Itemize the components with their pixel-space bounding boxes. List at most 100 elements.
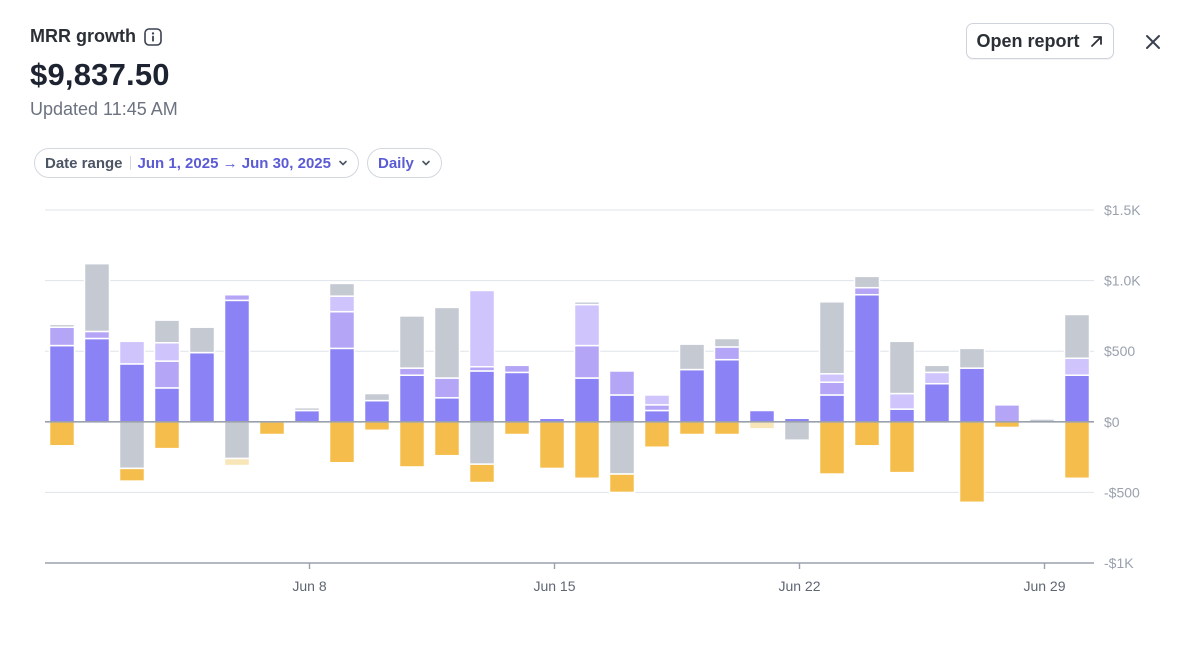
bar-segment-other — [818, 301, 846, 375]
bar-segment-reactivation — [1063, 357, 1091, 376]
interval-filter[interactable]: Daily — [366, 148, 442, 178]
bar-segment-reactivation — [328, 295, 356, 313]
bar-segment-new — [153, 387, 181, 423]
bar-segment-new — [923, 382, 951, 423]
bar-segment-churn — [153, 421, 181, 450]
close-button[interactable] — [1140, 29, 1166, 55]
bar-segment-churn — [1063, 421, 1091, 480]
bar-segment-expansion — [853, 286, 881, 296]
bar-segment-churn — [993, 421, 1021, 429]
y-tick-label: -$500 — [1104, 484, 1140, 500]
bar-segment-new — [328, 347, 356, 423]
bar-segment-expansion — [643, 404, 671, 412]
bar-segment-new — [678, 368, 706, 423]
bar-segment-new — [713, 358, 741, 423]
bar-segment-churn — [818, 421, 846, 475]
bar-segment-churn — [853, 421, 881, 447]
close-icon — [1146, 35, 1160, 49]
bar-segment-contraction — [223, 457, 251, 467]
bar-segment-expansion — [608, 370, 636, 396]
bar-segment-new — [608, 394, 636, 423]
bar-segment-new — [293, 409, 321, 423]
open-report-button[interactable]: Open report — [966, 23, 1114, 59]
bar-segment-reactivation — [573, 303, 601, 347]
chart-title: MRR growth — [30, 26, 136, 46]
mrr-bar-chart: $1.5K $1.0K $500 $0 -$500 -$1K Jun 8 Jun 15 Jun … — [45, 202, 1141, 594]
bar-segment-expansion — [993, 404, 1021, 423]
chevron-down-icon — [422, 160, 430, 166]
bar-segment-expansion — [223, 293, 251, 302]
bar-segment-other — [188, 326, 216, 354]
bar-segment-new — [83, 337, 111, 423]
bar-segment-new — [223, 299, 251, 423]
bar-segment-expansion — [818, 381, 846, 396]
filter-bar: Date range Jun 1, 2025 → Jun 30, 2025 Da… — [34, 148, 442, 178]
info-icon[interactable] — [144, 27, 162, 46]
bar-segment-new — [1063, 374, 1091, 423]
y-tick-label: $0 — [1104, 414, 1120, 430]
bar-segment-expansion — [573, 344, 601, 379]
updated-timestamp: Updated 11:45 AM — [30, 99, 178, 119]
y-tick-label: $1.5K — [1104, 202, 1141, 218]
bar-segment-new — [363, 399, 391, 423]
open-report-label: Open report — [976, 30, 1080, 51]
bar-segment-new — [888, 408, 916, 423]
bar-segment-reactivation — [888, 392, 916, 410]
axis-layer: $1.5K $1.0K $500 $0 -$500 -$1K Jun 8 Jun 15 Jun … — [45, 202, 1141, 594]
bar-segment-churn — [398, 421, 426, 468]
bar-segment-expansion — [83, 330, 111, 340]
bar-segment-new — [433, 397, 461, 423]
bar-segment-other — [853, 275, 881, 289]
x-tick-label: Jun 8 — [292, 578, 326, 594]
total-value: $9,837.50 — [30, 57, 170, 92]
bar-segment-churn — [48, 421, 76, 447]
bar-segment-reactivation — [118, 340, 146, 365]
bar-segment-expansion — [433, 377, 461, 399]
x-tick-label: Jun 22 — [778, 578, 820, 594]
bar-segment-contraction — [748, 421, 776, 430]
y-tick-label: $500 — [1104, 343, 1135, 359]
date-range-filter[interactable]: Date range Jun 1, 2025 → Jun 30, 2025 — [34, 148, 359, 178]
bar-segment-other — [923, 364, 951, 374]
bar-segment-churn — [713, 421, 741, 436]
bar-segment-reactivation — [923, 371, 951, 385]
bar-segment-churn — [958, 421, 986, 504]
bar-segment-other — [888, 340, 916, 395]
bar-segment-new — [188, 351, 216, 423]
x-tick-label: Jun 15 — [533, 578, 575, 594]
bar-segment-reactivation — [643, 394, 671, 406]
bar-segment-expansion — [713, 346, 741, 361]
bar-segment-churn — [468, 463, 496, 484]
date-range-value: Jun 1, 2025 → Jun 30, 2025 — [137, 154, 331, 172]
bar-segment-other — [363, 392, 391, 402]
bar-layer — [48, 262, 1091, 504]
bar-segment-new — [468, 370, 496, 423]
bar-segment-other — [48, 323, 76, 328]
bar-segment-other — [468, 421, 496, 465]
bar-segment-churn — [538, 421, 566, 470]
bar-segment-new — [118, 363, 146, 423]
bar-segment-other — [118, 421, 146, 470]
bar-segment-new — [958, 367, 986, 423]
bar-segment-churn — [118, 467, 146, 482]
bar-segment-other — [83, 262, 111, 333]
interval-value: Daily — [377, 154, 414, 172]
bar-segment-other — [328, 282, 356, 297]
bar-segment-new — [818, 394, 846, 423]
bar-segment-churn — [643, 421, 671, 448]
bar-segment-other — [293, 406, 321, 412]
x-tick-label: Jun 29 — [1023, 578, 1065, 594]
bar-segment-new — [748, 409, 776, 423]
bar-segment-other — [608, 421, 636, 475]
chart-header: MRR growth $9,837.50 Updated 11:45 AM — [30, 26, 178, 120]
bar-segment-new — [398, 374, 426, 423]
bar-segment-expansion — [328, 310, 356, 350]
bar-segment-reactivation — [153, 341, 181, 362]
bar-segment-other — [1063, 313, 1091, 360]
bar-segment-churn — [503, 421, 531, 436]
arrow-up-right-icon — [1090, 35, 1102, 47]
bar-segment-other — [713, 337, 741, 348]
bar-segment-reactivation — [468, 289, 496, 368]
grid-layer — [45, 209, 1094, 493]
y-tick-label: -$1K — [1104, 555, 1134, 571]
